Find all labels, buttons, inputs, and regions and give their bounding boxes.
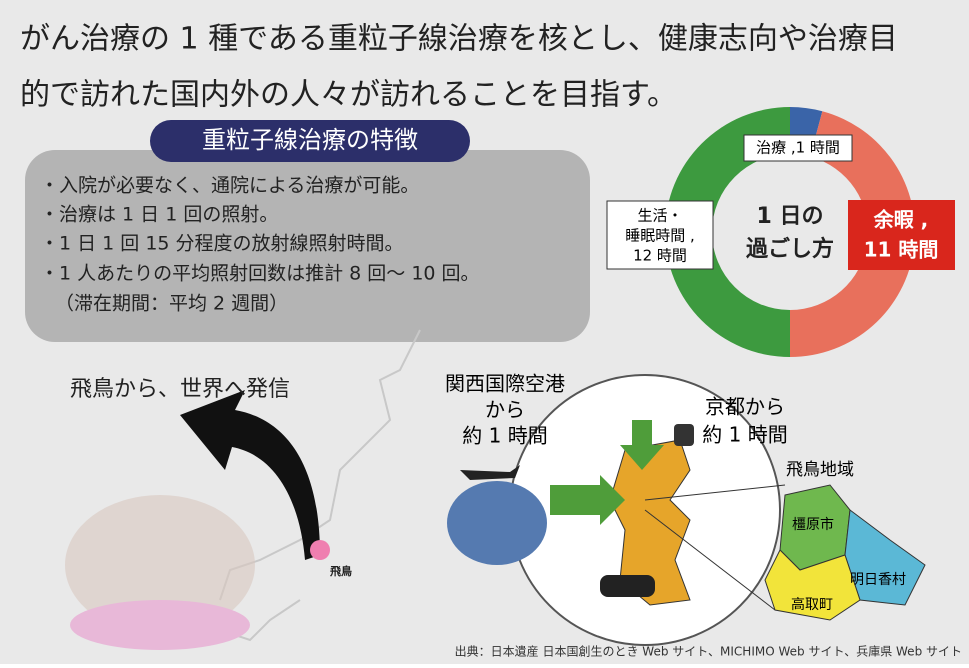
source: 出典：日本遺産 日本国創生のとき Web サイト、MICHIMO Web サイト… <box>455 644 962 659</box>
feature-item: ・入院が必要なく、通院による治療が可能。 <box>40 175 419 197</box>
kyoto-label: 京都から <box>705 395 785 419</box>
asuka-dot <box>310 540 330 560</box>
segment-label: 生活・ <box>637 207 682 225</box>
town-label: 高取町 <box>791 596 833 613</box>
donut-segment <box>665 107 790 357</box>
label-box <box>848 200 955 270</box>
asuka-pin-label: 飛鳥 <box>329 564 352 578</box>
green-arrow <box>550 475 625 525</box>
town-label: 橿原市 <box>792 516 834 533</box>
car-icon <box>600 575 655 597</box>
features-box <box>25 150 590 342</box>
segment-label: 睡眠時間 , <box>625 227 695 245</box>
region-title: 飛鳥地域 <box>786 460 854 480</box>
features-list: ・入院が必要なく、通院による治療が可能。 ・治療は 1 日 1 回の照射。 ・1… <box>40 175 480 315</box>
airport-label: 約 1 時間 <box>462 424 547 448</box>
plane-icon <box>460 465 520 480</box>
features-title: 重粒子線治療の特徴 <box>202 126 418 154</box>
airport-label: 関西国際空港 <box>445 372 565 396</box>
segment-label: 治療 ,1 時間 <box>756 139 840 157</box>
segment-label: 11 時間 <box>864 238 939 262</box>
arrow <box>180 390 320 560</box>
donut-title: 過ごし方 <box>746 236 834 262</box>
green-arrow <box>620 420 664 470</box>
segment-label: 余暇 , <box>873 208 929 232</box>
airport-label: から <box>485 398 525 422</box>
feature-item: ・1 日 1 回 15 分程度の放射線照射時間。 <box>40 233 404 255</box>
feature-item: （滞在期間：平均 2 週間） <box>55 293 288 315</box>
header-line: 的で訪れた国内外の人々が訪れることを目指す。 <box>20 78 677 113</box>
illustration-cloud <box>70 600 250 650</box>
airport-photo <box>447 481 547 565</box>
kyoto-label: 約 1 時間 <box>702 423 787 447</box>
label-box <box>606 200 714 270</box>
illustration <box>65 495 255 635</box>
donut-title: 1 日の <box>757 204 824 229</box>
donut-segment <box>790 111 916 357</box>
town-label: 明日香村 <box>850 572 906 588</box>
feature-item: ・治療は 1 日 1 回の照射。 <box>40 204 278 226</box>
nara-region <box>609 439 691 606</box>
leader-line <box>644 484 786 501</box>
feature-item: ・1 人あたりの平均照射回数は推計 8 回～ 10 回。 <box>40 263 480 285</box>
header-line: がん治療の 1 種である重粒子線治療を核とし、健康志向や治療目 <box>20 22 898 57</box>
features-title-pill <box>150 120 470 162</box>
leader-line <box>644 509 776 611</box>
takatori <box>764 549 861 621</box>
slogan: 飛鳥から、世界へ発信 <box>70 377 290 402</box>
segment-label: 12 時間 <box>633 247 687 265</box>
label-box <box>743 134 853 162</box>
train-icon <box>674 424 694 446</box>
